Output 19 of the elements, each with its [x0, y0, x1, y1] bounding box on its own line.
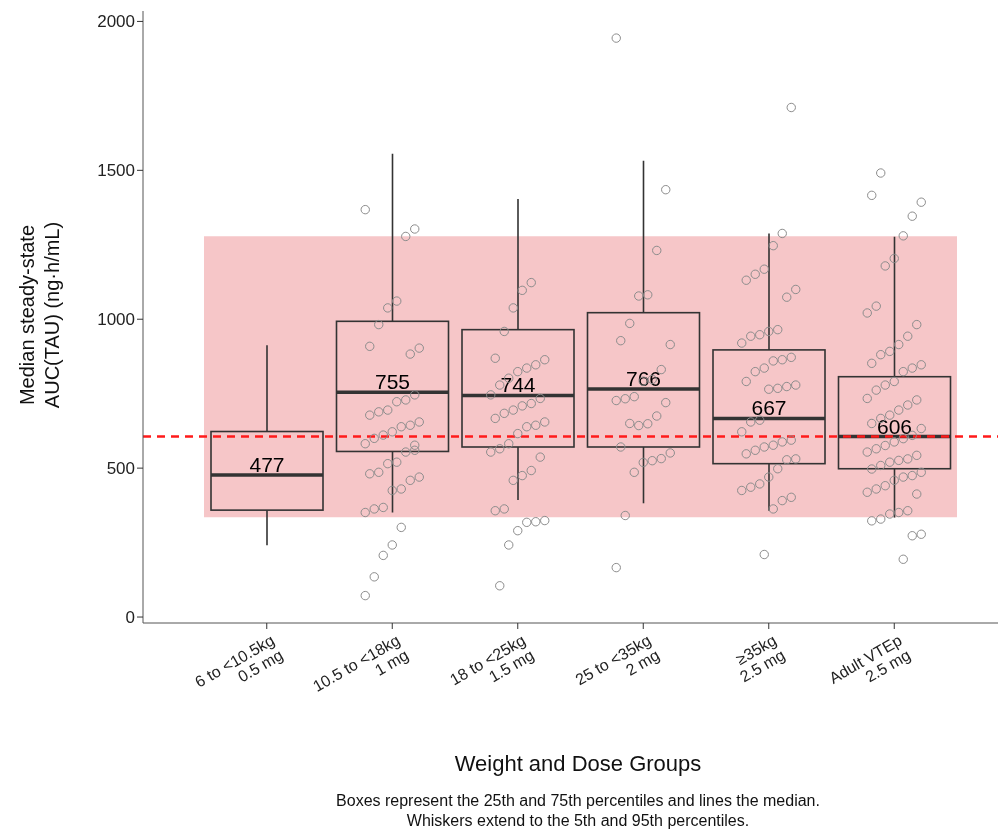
text: 667 [751, 396, 787, 420]
x-axis-title: Weight and Dose Groups [453, 751, 703, 777]
x-tick-label: 10.5 to <18kg 1 mg [309, 631, 412, 695]
x-tick-label: Adult VTEp 2.5 mg [826, 631, 914, 687]
text: Whiskers extend to the 5th and 95th percentiles. [405, 811, 751, 831]
y-axis-title: Median steady-state AUC(TAU) (ng·h/mL) [16, 221, 63, 409]
text: 477 [249, 452, 285, 476]
text: 744 [500, 373, 536, 397]
y-tick-label: 2000 [97, 12, 135, 32]
y-tick-label: 1500 [97, 161, 135, 181]
x-tick-label: 25 to <35kg 2 mg [572, 631, 663, 689]
x-tick-label: 18 to <25kg 1.5 mg [446, 631, 537, 689]
text: 755 [374, 370, 411, 394]
y-tick-label: 0 [125, 608, 135, 628]
y-tick-label: 500 [106, 459, 135, 479]
text: 606 [876, 414, 913, 438]
y-tick-label: 1000 [97, 310, 135, 330]
text: Boxes represent the 25th and 75th percentiles and lines the median. [335, 791, 821, 811]
text: 766 [625, 366, 662, 390]
